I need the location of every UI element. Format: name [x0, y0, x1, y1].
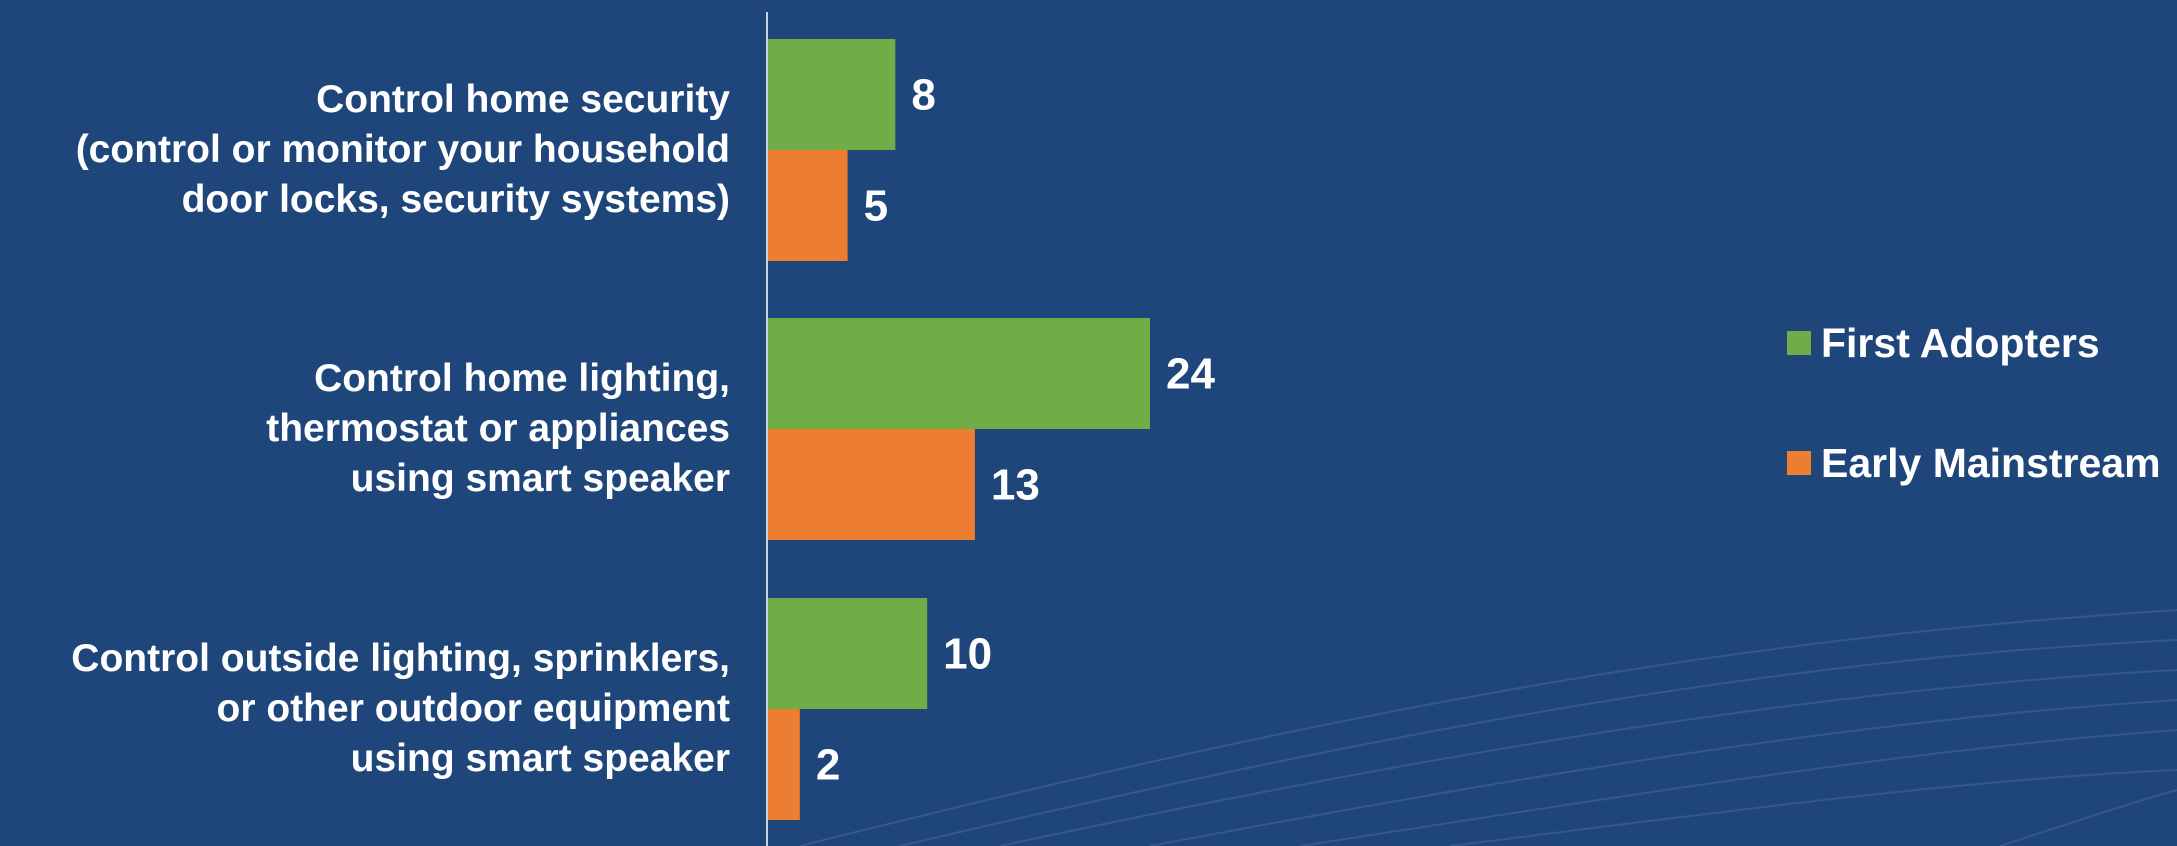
bar: [768, 39, 896, 150]
bar: [768, 429, 975, 540]
bar: [768, 598, 928, 709]
category-label: Control outside lighting, sprinklers, or…: [71, 637, 730, 780]
legend-swatch-early-mainstream: [1787, 451, 1811, 475]
data-label: 2: [816, 741, 840, 790]
legend-swatch-first-adopters: [1787, 331, 1811, 355]
data-label: 10: [943, 630, 992, 679]
legend-item-early-mainstream: Early Mainstream: [1787, 438, 2161, 488]
category-label: Control home lighting, thermostat or app…: [266, 357, 730, 500]
bar: [768, 150, 848, 261]
data-label: 8: [911, 71, 935, 120]
data-label: 24: [1166, 350, 1215, 399]
legend-label-first-adopters: First Adopters: [1821, 319, 2100, 366]
data-label: 5: [864, 182, 888, 231]
data-label: 13: [991, 461, 1040, 510]
bar: [768, 709, 800, 820]
category-label: Control home security (control or monito…: [75, 78, 730, 221]
legend: First Adopters Early Mainstream: [1787, 318, 2161, 558]
bar: [768, 318, 1150, 429]
legend-label-early-mainstream: Early Mainstream: [1821, 439, 2161, 486]
legend-item-first-adopters: First Adopters: [1787, 318, 2161, 368]
